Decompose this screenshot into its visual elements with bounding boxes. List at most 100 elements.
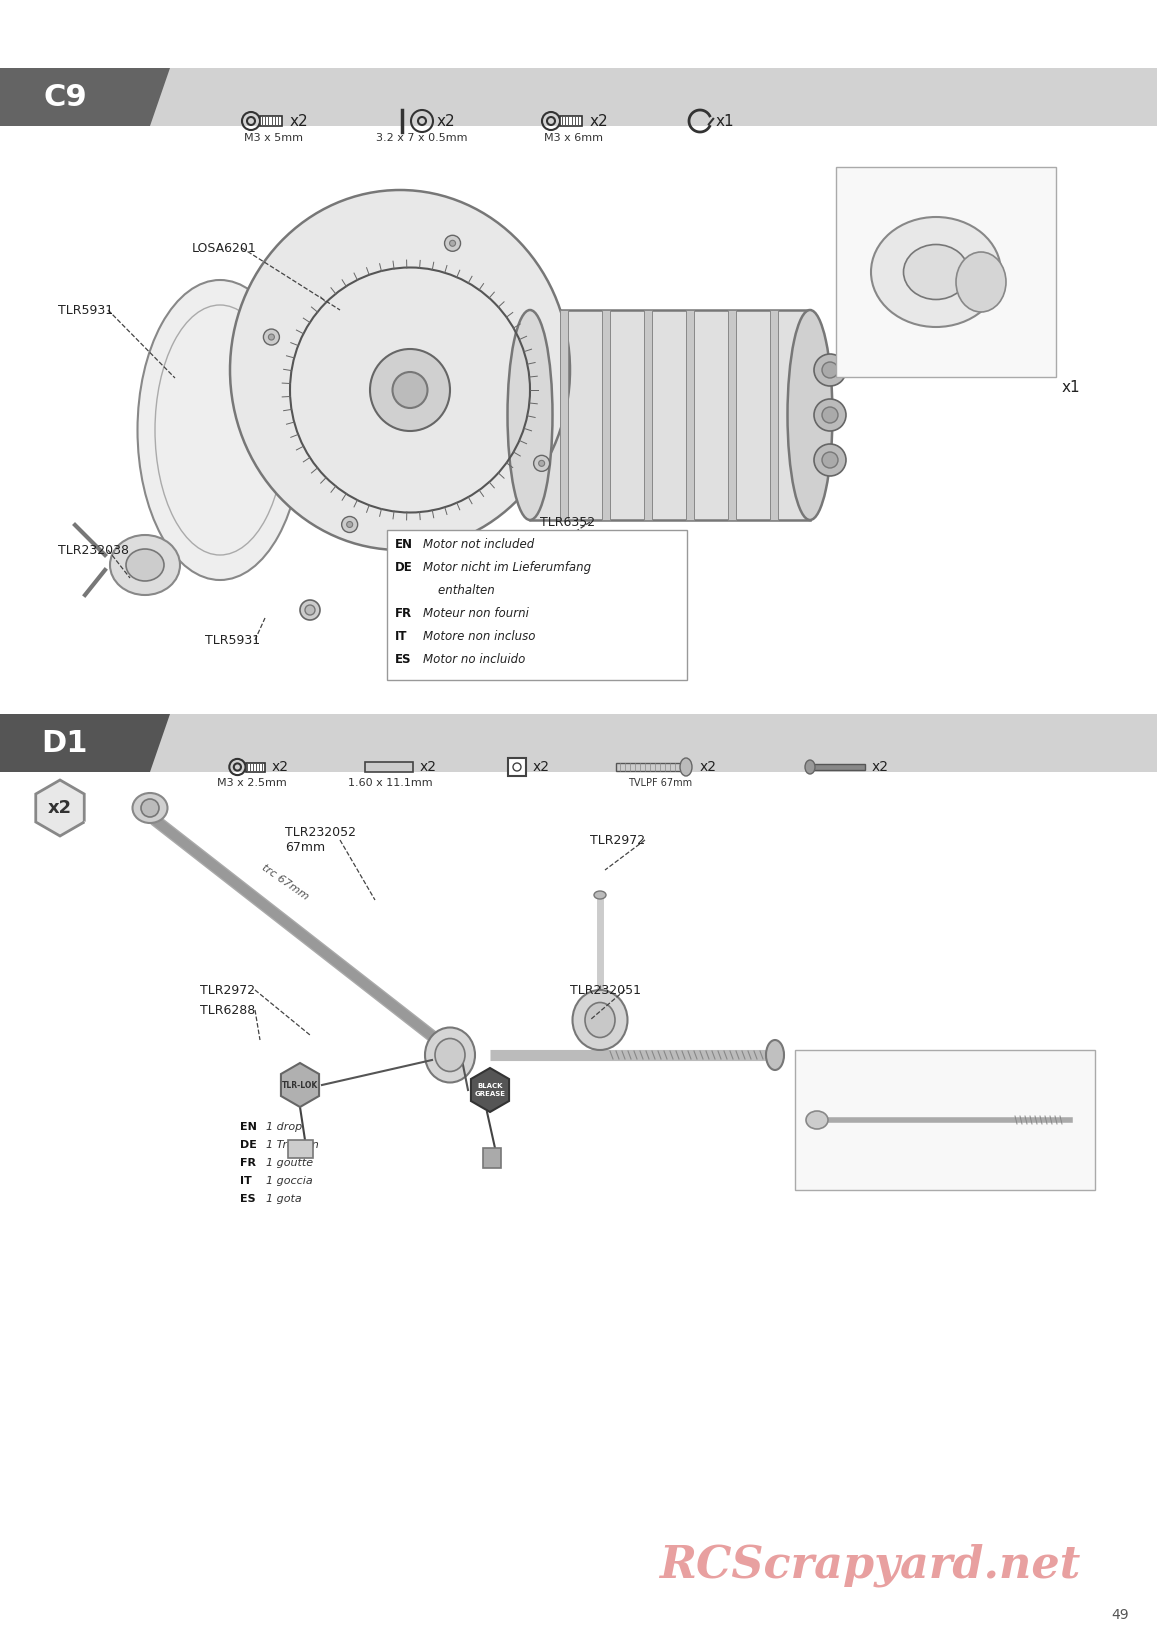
Text: IT: IT bbox=[239, 1175, 252, 1185]
Bar bbox=[288, 1139, 314, 1157]
Text: DE: DE bbox=[395, 561, 413, 575]
Circle shape bbox=[268, 334, 274, 340]
Bar bbox=[364, 761, 413, 773]
Circle shape bbox=[300, 601, 320, 620]
Text: 1 gota: 1 gota bbox=[266, 1193, 302, 1203]
Circle shape bbox=[305, 606, 315, 616]
Text: x2: x2 bbox=[290, 113, 309, 128]
Circle shape bbox=[264, 329, 279, 345]
Circle shape bbox=[815, 354, 846, 386]
Text: BLACK
GREASE: BLACK GREASE bbox=[474, 1084, 506, 1097]
Ellipse shape bbox=[126, 548, 164, 581]
Ellipse shape bbox=[594, 891, 606, 899]
Text: M3 x 2.5mm: M3 x 2.5mm bbox=[218, 778, 287, 787]
Text: TLR5931: TLR5931 bbox=[58, 303, 113, 316]
Text: x1: x1 bbox=[1062, 380, 1081, 396]
Text: EN: EN bbox=[395, 539, 413, 552]
Bar bbox=[245, 763, 265, 771]
Circle shape bbox=[347, 522, 353, 527]
Ellipse shape bbox=[370, 349, 450, 431]
Text: Motor nicht im Lieferumfang: Motor nicht im Lieferumfang bbox=[423, 561, 591, 575]
Ellipse shape bbox=[110, 535, 180, 594]
Ellipse shape bbox=[766, 1039, 784, 1071]
Ellipse shape bbox=[425, 1028, 476, 1082]
Text: x2: x2 bbox=[590, 113, 609, 128]
Text: TLR2972: TLR2972 bbox=[200, 984, 256, 997]
Circle shape bbox=[141, 799, 159, 817]
Text: Motor no incluido: Motor no incluido bbox=[423, 653, 525, 666]
Text: TLR232052
67mm: TLR232052 67mm bbox=[285, 827, 356, 855]
Text: x2: x2 bbox=[420, 760, 437, 774]
Ellipse shape bbox=[680, 758, 692, 776]
Circle shape bbox=[444, 236, 460, 252]
Ellipse shape bbox=[138, 280, 302, 579]
Circle shape bbox=[815, 399, 846, 431]
Ellipse shape bbox=[230, 190, 570, 550]
Ellipse shape bbox=[956, 252, 1005, 313]
Ellipse shape bbox=[392, 372, 427, 408]
Ellipse shape bbox=[585, 1002, 616, 1038]
Text: DE: DE bbox=[239, 1139, 257, 1151]
Ellipse shape bbox=[805, 760, 815, 774]
Polygon shape bbox=[471, 1067, 509, 1112]
Bar bbox=[560, 116, 582, 126]
Bar bbox=[386, 530, 687, 679]
Text: ES: ES bbox=[395, 653, 412, 666]
Text: 49: 49 bbox=[1111, 1608, 1129, 1622]
Bar bbox=[837, 167, 1056, 377]
Polygon shape bbox=[281, 1062, 319, 1107]
Text: trc 67mm: trc 67mm bbox=[260, 863, 310, 902]
Bar bbox=[644, 309, 653, 521]
Ellipse shape bbox=[435, 1038, 465, 1072]
Ellipse shape bbox=[573, 990, 627, 1049]
Circle shape bbox=[539, 460, 545, 467]
Text: TLR6352: TLR6352 bbox=[540, 516, 595, 529]
Ellipse shape bbox=[133, 792, 168, 823]
Bar bbox=[686, 309, 694, 521]
Bar bbox=[482, 1148, 501, 1169]
Text: x1: x1 bbox=[716, 113, 735, 128]
Text: Motore non incluso: Motore non incluso bbox=[423, 630, 536, 643]
Bar bbox=[728, 309, 736, 521]
Text: TLR2972: TLR2972 bbox=[590, 833, 646, 846]
Bar bbox=[530, 309, 810, 521]
Text: IT: IT bbox=[395, 630, 407, 643]
Text: TLR232051: TLR232051 bbox=[570, 984, 641, 997]
Bar bbox=[602, 309, 610, 521]
Circle shape bbox=[821, 452, 838, 468]
Bar bbox=[771, 309, 778, 521]
Text: EN: EN bbox=[239, 1121, 257, 1133]
Ellipse shape bbox=[788, 309, 833, 521]
Ellipse shape bbox=[871, 218, 1001, 327]
Text: x2: x2 bbox=[533, 760, 550, 774]
Text: 1.60 x 11.1mm: 1.60 x 11.1mm bbox=[348, 778, 433, 787]
Text: Moteur non fourni: Moteur non fourni bbox=[423, 607, 529, 620]
Bar bbox=[260, 116, 282, 126]
Text: x2: x2 bbox=[272, 760, 289, 774]
Ellipse shape bbox=[904, 244, 968, 300]
Ellipse shape bbox=[806, 1112, 828, 1130]
Ellipse shape bbox=[508, 309, 553, 521]
Text: 1 drop: 1 drop bbox=[266, 1121, 302, 1133]
Bar bbox=[0, 69, 1157, 126]
Text: x2: x2 bbox=[872, 760, 889, 774]
Bar bbox=[560, 309, 568, 521]
Text: 3.2 x 7 x 0.5mm: 3.2 x 7 x 0.5mm bbox=[376, 133, 467, 142]
Text: D1: D1 bbox=[42, 728, 88, 758]
Bar bbox=[616, 763, 686, 771]
Text: TLR-LOK: TLR-LOK bbox=[282, 1080, 318, 1090]
Text: Motor not included: Motor not included bbox=[423, 539, 535, 552]
Polygon shape bbox=[0, 714, 170, 773]
Text: C9: C9 bbox=[43, 82, 87, 111]
Polygon shape bbox=[0, 69, 170, 126]
Polygon shape bbox=[36, 779, 84, 837]
Bar bbox=[795, 1049, 1095, 1190]
Text: TLR6288: TLR6288 bbox=[200, 1003, 256, 1017]
Text: TLR5931: TLR5931 bbox=[205, 634, 260, 647]
Text: enthalten: enthalten bbox=[423, 584, 495, 598]
Circle shape bbox=[821, 408, 838, 422]
Circle shape bbox=[533, 455, 550, 471]
Circle shape bbox=[341, 517, 358, 532]
Text: x2: x2 bbox=[47, 799, 72, 817]
Text: M3 x 6mm: M3 x 6mm bbox=[544, 133, 603, 142]
